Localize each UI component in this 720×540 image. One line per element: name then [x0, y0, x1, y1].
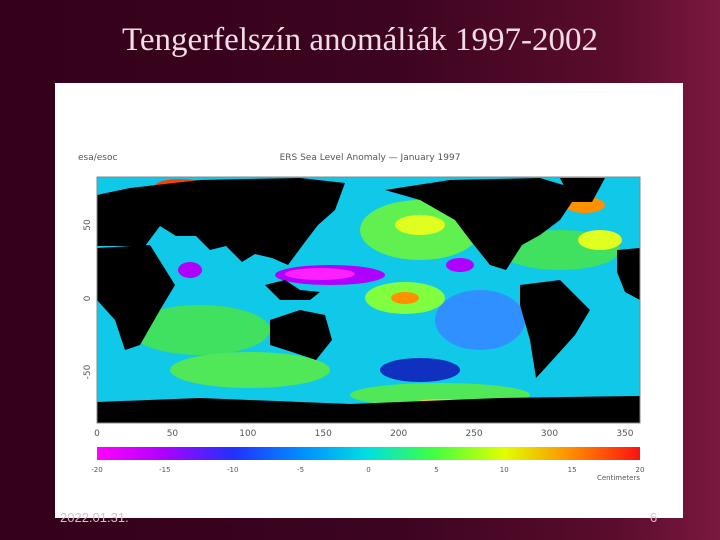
colorbar-unit: Centimeters — [597, 474, 640, 482]
colorbar-tick-label: 15 — [568, 466, 577, 474]
colorbar-tick-label: -10 — [227, 466, 238, 474]
lat-tick-label: -50 — [83, 364, 93, 379]
lon-tick-label: 200 — [390, 429, 407, 439]
figure-source: esa/esoc — [78, 153, 118, 163]
figure-title: ERS Sea Level Anomaly — January 1997 — [280, 153, 461, 163]
colorbar-tick-label: 10 — [500, 466, 509, 474]
lon-tick-label: 250 — [465, 429, 482, 439]
slide-title: Tengerfelszín anomáliák 1997-2002 — [121, 22, 599, 58]
colorbar-tick-label: 20 — [636, 466, 645, 474]
lon-tick-label: 350 — [616, 429, 633, 439]
lon-tick-label: 50 — [167, 429, 179, 439]
lon-tick-label: 100 — [239, 429, 256, 439]
slide-date: 2022.01.31. — [60, 510, 129, 525]
colorbar-tick-label: 5 — [434, 466, 438, 474]
colorbar — [97, 447, 640, 460]
colorbar-tick-label: -5 — [297, 466, 304, 474]
lon-tick-label: 0 — [94, 429, 100, 439]
lon-tick-label: 150 — [315, 429, 332, 439]
colorbar-tick-label: 0 — [366, 466, 370, 474]
map — [97, 177, 640, 423]
page-number: 6 — [650, 510, 658, 525]
map-border — [96, 176, 641, 424]
lat-tick-label: 50 — [83, 219, 93, 231]
lon-tick-label: 300 — [541, 429, 558, 439]
colorbar-tick-label: -15 — [159, 466, 170, 474]
lat-tick-label: 0 — [83, 295, 93, 301]
colorbar-tick-label: -20 — [91, 466, 102, 474]
